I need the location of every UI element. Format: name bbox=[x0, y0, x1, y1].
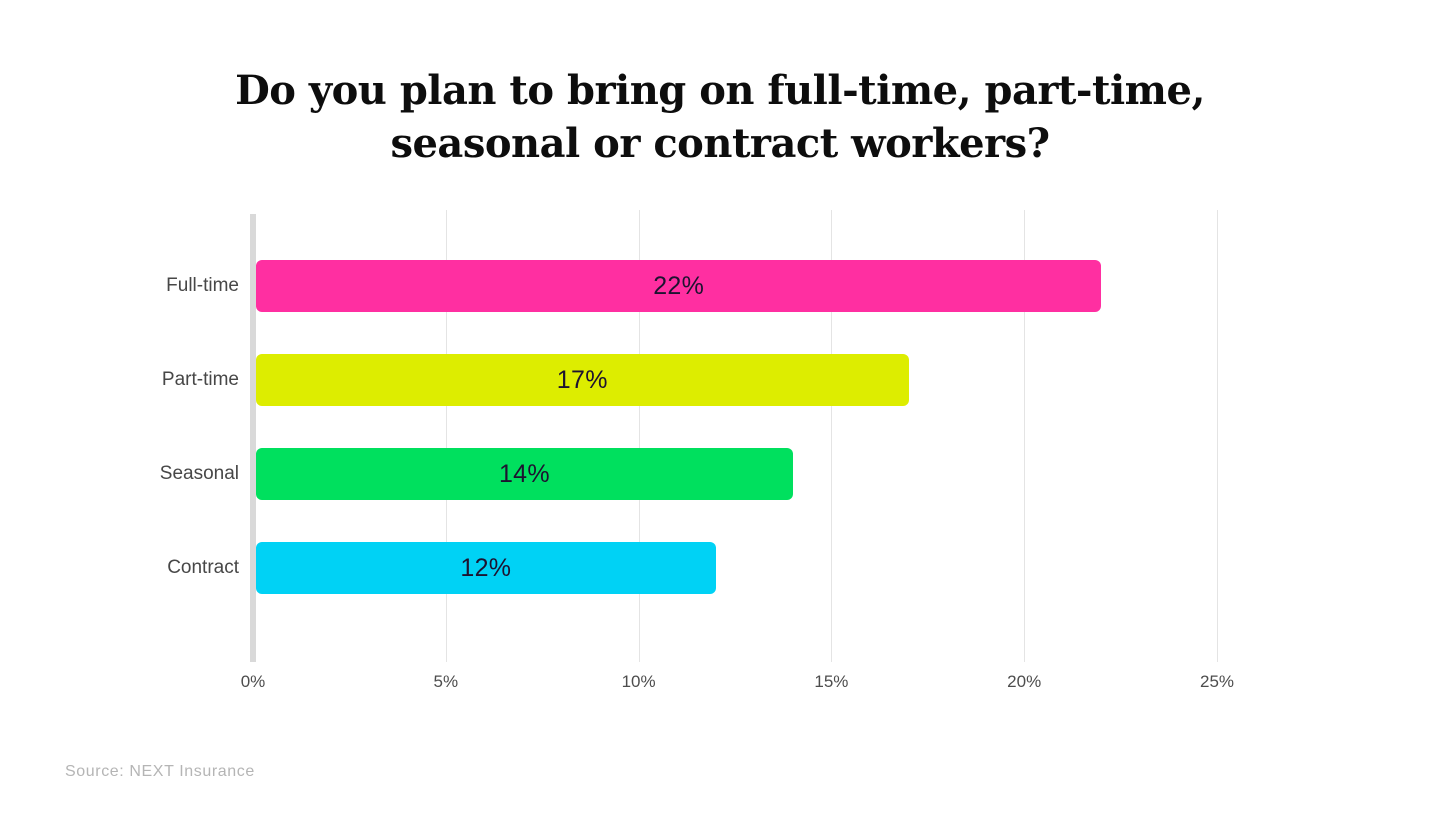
x-tick-label-10%: 10% bbox=[621, 672, 656, 691]
bar-seasonal: 14% bbox=[256, 448, 793, 500]
bar-value-contract: 12% bbox=[460, 553, 512, 582]
bar-value-seasonal: 14% bbox=[498, 459, 550, 488]
bar-value-part-time: 17% bbox=[556, 365, 608, 394]
x-tick-label-15%: 15% bbox=[814, 672, 849, 691]
gridline-25% bbox=[1217, 210, 1218, 662]
bar-contract: 12% bbox=[256, 542, 716, 594]
gridline-15% bbox=[831, 210, 833, 662]
x-tick-label-0%: 0% bbox=[240, 672, 266, 691]
gridline-5% bbox=[445, 210, 447, 662]
category-label-part-time: Part-time bbox=[161, 369, 239, 390]
category-label-full-time: Full-time bbox=[166, 275, 239, 296]
plot-area: 0% 5% 10% 15% 20% 25% Full-time 22% Part-time 17%… bbox=[160, 210, 1234, 691]
bar-full-time: 22% bbox=[256, 260, 1102, 312]
x-tick-label-5%: 5% bbox=[433, 672, 459, 691]
category-label-seasonal: Seasonal bbox=[159, 463, 239, 484]
y-axis-line bbox=[250, 214, 256, 662]
category-label-contract: Contract bbox=[167, 557, 239, 578]
chart-title-line-1: Do you plan to bring on full-time, part-… bbox=[235, 67, 1205, 114]
gridline-20% bbox=[1024, 210, 1026, 662]
chart-title: Do you plan to bring on full-time, part-… bbox=[0, 64, 1440, 170]
bar-value-full-time: 22% bbox=[653, 271, 705, 300]
x-tick-label-20%: 20% bbox=[1007, 672, 1042, 691]
source-attribution: Source: NEXT Insurance bbox=[65, 763, 255, 780]
x-tick-label-25%: 25% bbox=[1199, 672, 1235, 691]
chart-title-line-2: seasonal or contract workers? bbox=[390, 120, 1050, 167]
gridline-10% bbox=[638, 210, 640, 662]
bar-part-time: 17% bbox=[256, 354, 909, 406]
